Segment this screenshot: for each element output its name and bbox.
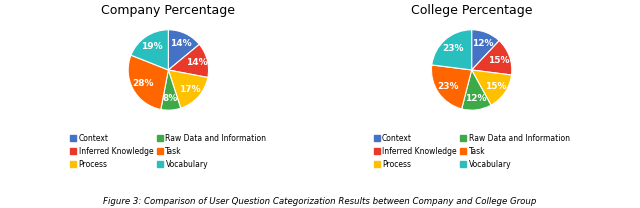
Wedge shape [472, 30, 499, 70]
Text: 23%: 23% [442, 44, 463, 53]
Wedge shape [168, 70, 208, 108]
Text: Figure 3: Comparison of User Question Categorization Results between Company and: Figure 3: Comparison of User Question Ca… [103, 197, 537, 206]
Text: 19%: 19% [141, 42, 163, 51]
Wedge shape [472, 70, 511, 105]
Title: Company Percentage: Company Percentage [101, 4, 236, 17]
Text: 14%: 14% [186, 58, 207, 67]
Legend: Context, Inferred Knowledge, Process, Raw Data and Information, Task, Vocabulary: Context, Inferred Knowledge, Process, Ra… [374, 134, 570, 169]
Wedge shape [161, 70, 180, 110]
Wedge shape [472, 41, 512, 75]
Text: 8%: 8% [163, 94, 178, 103]
Text: 17%: 17% [179, 85, 201, 94]
Text: 12%: 12% [472, 38, 493, 48]
Text: 23%: 23% [437, 82, 458, 91]
Wedge shape [461, 70, 491, 110]
Wedge shape [131, 30, 168, 70]
Text: 12%: 12% [465, 94, 486, 103]
Text: 15%: 15% [485, 82, 506, 91]
Wedge shape [168, 30, 199, 70]
Wedge shape [168, 44, 209, 78]
Text: 28%: 28% [132, 79, 154, 88]
Wedge shape [432, 30, 472, 70]
Wedge shape [128, 55, 168, 109]
Text: 15%: 15% [488, 56, 509, 65]
Text: 14%: 14% [170, 39, 191, 48]
Title: College Percentage: College Percentage [411, 4, 532, 17]
Wedge shape [431, 65, 472, 109]
Legend: Context, Inferred Knowledge, Process, Raw Data and Information, Task, Vocabulary: Context, Inferred Knowledge, Process, Ra… [70, 134, 266, 169]
